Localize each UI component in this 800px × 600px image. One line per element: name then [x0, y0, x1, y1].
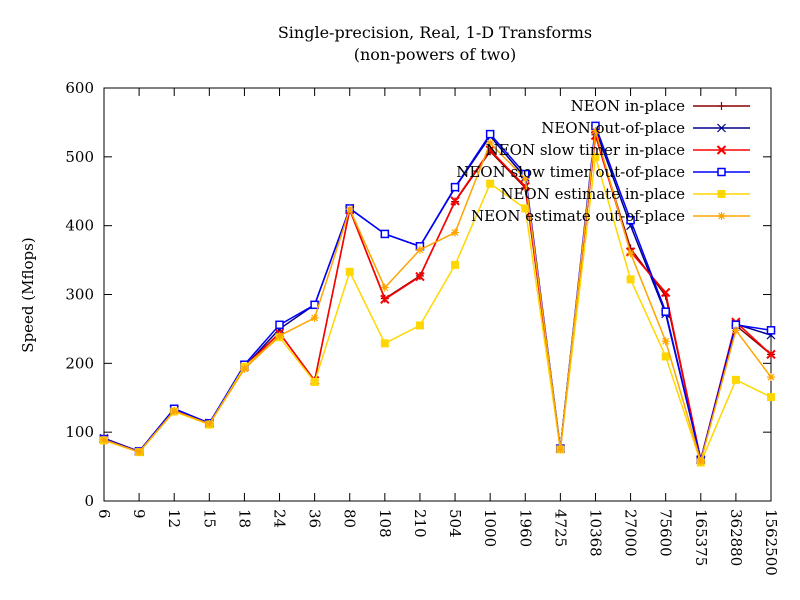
legend: NEON in-place NEON out-of-place NEON slow … — [456, 97, 750, 225]
series-6-point — [170, 406, 179, 415]
series-6-point — [696, 457, 705, 466]
series-6-point — [345, 205, 354, 214]
chart-subtitle: (non-powers of two) — [354, 45, 517, 64]
legend-marker — [717, 123, 726, 133]
legend-label: NEON slow timer out-of-place — [456, 163, 685, 181]
series-6-point — [521, 174, 530, 183]
series-6-point — [415, 245, 424, 254]
x-tick-label: 24 — [271, 509, 289, 528]
series-5-point — [661, 352, 670, 361]
x-tick-label: 1960 — [516, 509, 534, 547]
series-6-point — [240, 364, 249, 373]
series-4-point — [275, 320, 284, 330]
series-4-point — [485, 129, 495, 139]
series-6-point — [451, 228, 460, 237]
series-6-point — [767, 373, 775, 382]
y-tick-label: 300 — [65, 286, 94, 304]
series-5-point — [767, 393, 775, 402]
x-tick-label: 75600 — [657, 509, 675, 557]
y-axis: 0 100 200 300 400 500 600 — [65, 79, 771, 510]
legend-marker — [717, 212, 726, 220]
x-tick-label: 210 — [411, 509, 429, 538]
x-tick-label: 6 — [95, 509, 113, 519]
x-tick-label: 36 — [306, 509, 324, 528]
x-axis: 6 9 12 15 18 24 36 80 108 210 504 1000 1960 4725 10368… — [95, 88, 780, 576]
x-tick-label: 9 — [130, 509, 148, 519]
series-3-point — [450, 196, 460, 206]
series-5-point — [380, 339, 389, 348]
series-3-point — [380, 294, 390, 305]
y-tick-label: 400 — [65, 217, 94, 235]
series-6-point — [310, 313, 319, 322]
series-6-point — [591, 126, 600, 135]
y-axis-label: Speed (Mflops) — [19, 237, 37, 352]
x-tick-label: 4725 — [551, 509, 569, 547]
series-group — [99, 121, 776, 467]
x-tick-label: 15 — [200, 509, 218, 528]
series-6-point — [731, 326, 740, 335]
series-5-point — [626, 275, 635, 284]
series-6-point — [556, 445, 565, 454]
series-5-point — [731, 375, 740, 384]
series-6-point — [135, 448, 144, 457]
series-5-point — [486, 179, 495, 188]
x-tick-label: 12 — [165, 509, 183, 528]
series-4-point — [380, 229, 390, 239]
legend-marker — [717, 102, 726, 110]
series-6-point — [100, 435, 108, 444]
x-tick-label: 362880 — [727, 509, 745, 566]
x-tick-label: 1562500 — [762, 509, 780, 576]
series-4-point — [450, 182, 460, 192]
series-3-point — [660, 287, 671, 298]
series-6-point — [661, 337, 670, 346]
series-5-point — [415, 321, 424, 330]
series-5-point — [345, 267, 354, 276]
legend-label: NEON in-place — [571, 97, 686, 115]
series-3-point — [415, 271, 425, 282]
y-tick-label: 0 — [84, 492, 94, 510]
y-tick-label: 200 — [65, 354, 94, 372]
series-4-point — [626, 215, 635, 225]
y-tick-label: 100 — [65, 423, 94, 441]
series-6-point — [205, 419, 214, 428]
series-4-point — [310, 300, 319, 310]
legend-label: NEON estimate out-of-place — [471, 207, 685, 225]
series-5-point — [310, 377, 319, 386]
x-tick-label: 1000 — [481, 509, 499, 547]
y-tick-label: 600 — [65, 79, 94, 97]
x-tick-label: 165375 — [692, 509, 710, 566]
series-line-6 — [103, 130, 772, 464]
series-3-point — [766, 349, 776, 360]
x-tick-label: 504 — [446, 509, 464, 538]
series-5-point — [451, 260, 460, 269]
legend-label: NEON slow timer in-place — [486, 141, 686, 159]
legend-marker — [717, 190, 726, 198]
series-3-point — [485, 145, 495, 155]
x-tick-label: 18 — [235, 509, 253, 528]
series-4-point — [766, 326, 776, 335]
x-tick-label: 108 — [376, 509, 394, 538]
legend-label: NEON out-of-place — [541, 119, 685, 137]
y-tick-label: 500 — [65, 148, 94, 166]
legend-marker — [716, 145, 727, 155]
legend-label: NEON estimate in-place — [500, 185, 685, 203]
series-6-point — [380, 283, 389, 292]
series-6-point — [626, 249, 635, 258]
series-6-point — [486, 139, 495, 148]
x-tick-label: 10368 — [586, 509, 604, 557]
x-tick-label: 80 — [341, 509, 359, 528]
chart-title: Single-precision, Real, 1-D Transforms — [278, 23, 592, 42]
series-line-1 — [103, 134, 772, 460]
legend-marker — [717, 167, 726, 177]
series-6-point — [275, 331, 284, 340]
x-tick-label: 27000 — [622, 509, 640, 557]
series-4-point — [661, 307, 670, 316]
